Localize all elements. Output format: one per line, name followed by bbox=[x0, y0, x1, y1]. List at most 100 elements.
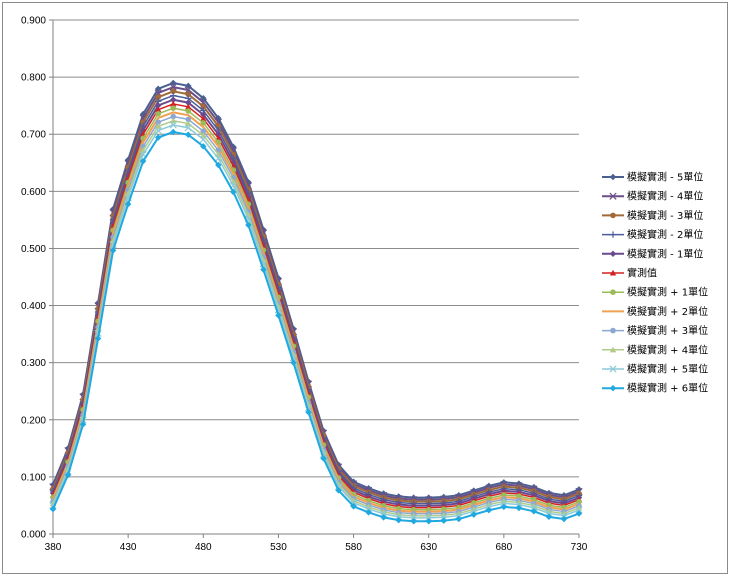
legend-entry: 模擬實測 - 5單位 bbox=[602, 171, 703, 184]
data-point bbox=[410, 518, 417, 525]
y-tick-label: 0.200 bbox=[21, 415, 46, 426]
data-point bbox=[94, 335, 102, 342]
data-point bbox=[350, 503, 357, 510]
data-point bbox=[470, 511, 477, 518]
data-point bbox=[305, 409, 312, 416]
data-point bbox=[200, 120, 207, 126]
data-point bbox=[155, 106, 162, 113]
legend-label: 模擬實測 + 2單位 bbox=[627, 305, 708, 318]
data-point bbox=[170, 105, 177, 111]
gridlines bbox=[53, 19, 579, 478]
data-point bbox=[545, 513, 553, 521]
data-point bbox=[200, 132, 207, 138]
legend-entry: 模擬實測 + 1單位 bbox=[602, 286, 708, 299]
data-point bbox=[184, 124, 192, 132]
y-tick-label: 0.600 bbox=[21, 187, 46, 198]
data-point bbox=[575, 486, 583, 493]
legend-entry: 模擬實測 - 3單位 bbox=[602, 209, 703, 222]
data-point bbox=[440, 513, 448, 521]
series-line bbox=[52, 111, 580, 513]
legend-label: 實測值 bbox=[627, 267, 657, 280]
data-point bbox=[560, 515, 568, 523]
data-point bbox=[155, 123, 162, 129]
y-tick-label: 0.400 bbox=[21, 301, 46, 312]
y-tick-label: 0.000 bbox=[21, 530, 46, 541]
x-tick-label: 480 bbox=[195, 542, 212, 553]
legend-entry: 模擬實測 - 2單位 bbox=[602, 228, 703, 241]
data-point bbox=[230, 188, 237, 196]
series-line bbox=[52, 131, 580, 523]
data-point bbox=[365, 509, 372, 516]
data-point bbox=[124, 171, 132, 179]
legend-marker bbox=[610, 327, 616, 334]
y-tick-label: 0.900 bbox=[21, 16, 46, 27]
data-point bbox=[170, 100, 177, 107]
x-tick-label: 380 bbox=[45, 542, 62, 553]
data-point bbox=[395, 516, 402, 524]
data-point bbox=[200, 111, 207, 118]
data-point bbox=[185, 103, 192, 110]
data-point bbox=[440, 517, 447, 524]
series-layer bbox=[49, 79, 583, 525]
data-point bbox=[185, 116, 192, 123]
data-point bbox=[515, 504, 523, 512]
data-point bbox=[410, 514, 418, 522]
x-tick-label: 580 bbox=[345, 542, 362, 553]
data-point bbox=[64, 471, 72, 479]
legend-label: 模擬實測 - 5單位 bbox=[627, 171, 703, 184]
legend-label: 模擬實測 + 1單位 bbox=[627, 286, 708, 299]
data-point bbox=[485, 507, 493, 514]
data-point bbox=[199, 135, 207, 144]
y-tick-label: 0.700 bbox=[21, 130, 46, 141]
data-point bbox=[170, 117, 177, 124]
legend-marker bbox=[609, 385, 617, 392]
data-point bbox=[169, 83, 177, 91]
legend-marker bbox=[609, 192, 617, 200]
data-point bbox=[155, 85, 162, 92]
data-point bbox=[380, 514, 387, 521]
data-point bbox=[184, 86, 192, 94]
data-point bbox=[154, 89, 162, 97]
legend-marker bbox=[610, 212, 616, 219]
data-point bbox=[500, 503, 508, 511]
data-point bbox=[245, 221, 252, 229]
legend-entry: 模擬實測 - 1單位 bbox=[602, 247, 703, 260]
data-point bbox=[576, 499, 582, 505]
data-point bbox=[335, 487, 342, 494]
data-point bbox=[290, 359, 297, 366]
data-point bbox=[109, 219, 117, 227]
legend-label: 模擬實測 - 1單位 bbox=[627, 247, 703, 260]
y-tick-label: 0.500 bbox=[21, 244, 46, 255]
x-tick-label: 530 bbox=[270, 542, 287, 553]
legend-entry: 實測值 bbox=[602, 267, 657, 280]
series-12 bbox=[49, 128, 583, 525]
legend-label: 模擬實測 - 2單位 bbox=[627, 228, 703, 241]
data-point bbox=[155, 134, 162, 141]
series-line bbox=[52, 90, 580, 503]
data-point bbox=[200, 128, 207, 134]
data-point bbox=[109, 247, 117, 254]
legend-entry: 模擬實測 + 4單位 bbox=[602, 343, 708, 356]
data-point bbox=[170, 96, 177, 103]
data-point bbox=[575, 510, 583, 517]
legend-label: 模擬實測 + 4單位 bbox=[627, 343, 708, 356]
data-point bbox=[455, 515, 462, 523]
data-point bbox=[530, 508, 538, 515]
data-point bbox=[170, 88, 177, 95]
data-point bbox=[200, 115, 207, 122]
data-point bbox=[515, 500, 523, 509]
data-point bbox=[260, 266, 267, 273]
data-point bbox=[275, 312, 282, 319]
series-line bbox=[52, 103, 580, 509]
legend-label: 模擬實測 + 3單位 bbox=[627, 324, 708, 337]
y-tick-label: 0.100 bbox=[21, 472, 46, 483]
legend-label: 模擬實測 + 6單位 bbox=[627, 382, 708, 395]
y-tick-label: 0.300 bbox=[21, 358, 46, 369]
legend-entry: 模擬實測 + 6單位 bbox=[602, 382, 708, 395]
legend-marker bbox=[610, 289, 616, 296]
data-point bbox=[139, 157, 147, 165]
legend-marker bbox=[609, 173, 617, 181]
data-point bbox=[170, 79, 177, 87]
data-point bbox=[214, 154, 222, 162]
